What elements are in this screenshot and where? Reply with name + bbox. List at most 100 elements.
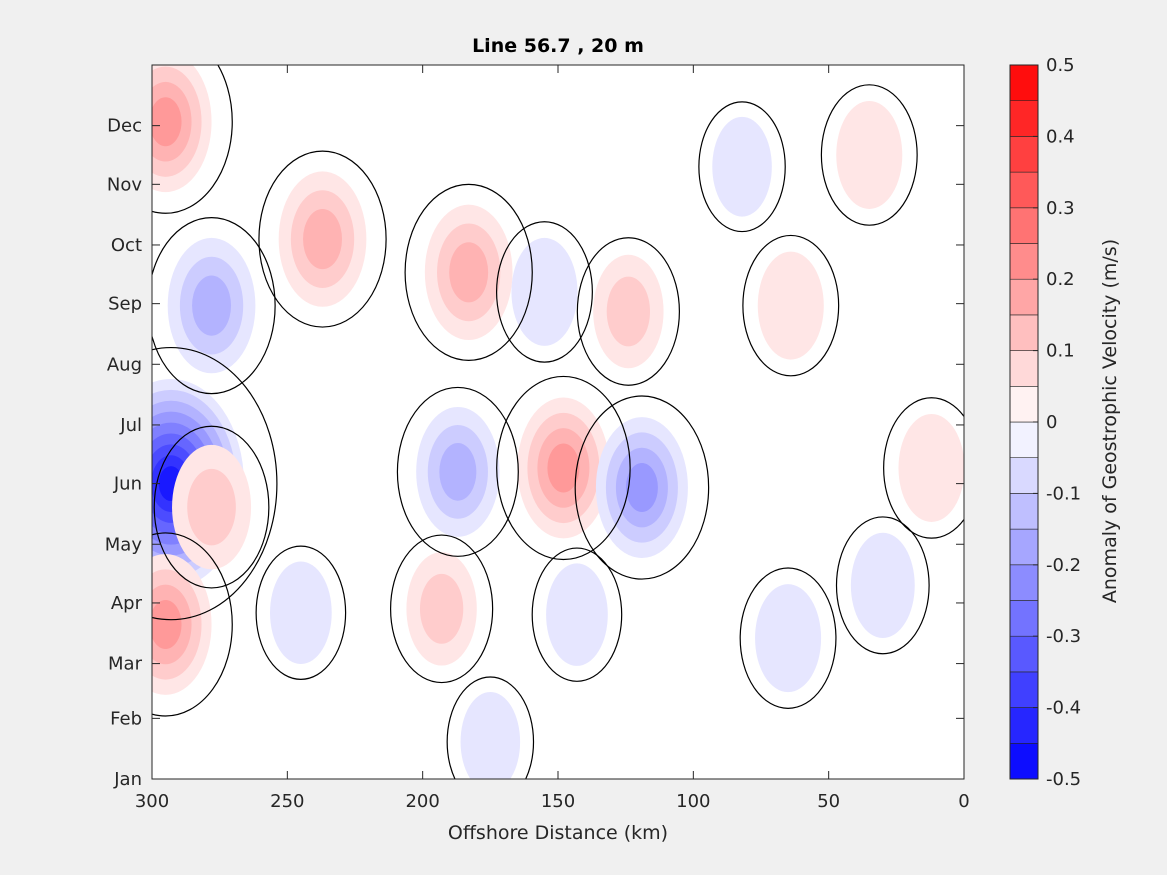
- contour-level: [850, 532, 915, 638]
- contour-level: [625, 463, 658, 513]
- anomaly-feature: [167, 237, 256, 374]
- colorbar-tick-label: 0.3: [1046, 198, 1075, 219]
- contour-level: [898, 413, 964, 522]
- x-tick-label: 100: [676, 791, 710, 812]
- zero-contour-line: [531, 547, 623, 682]
- zero-contour-line: [576, 237, 680, 386]
- y-tick-label: May: [105, 534, 143, 555]
- colorbar-swatch: [1009, 100, 1039, 137]
- anomaly-feature: [278, 171, 367, 307]
- contour-level: [511, 237, 578, 346]
- anomaly-feature: [416, 406, 500, 537]
- zero-contour-line: [742, 234, 840, 377]
- contour-level: [270, 561, 332, 664]
- colorbar-swatch: [1009, 64, 1039, 102]
- anomaly-feature: [836, 100, 903, 209]
- anomaly-feature: [593, 254, 664, 369]
- contour-level: [757, 251, 824, 360]
- contour-level: [439, 443, 477, 501]
- contour-level: [606, 276, 651, 347]
- colorbar-tick-label: 0.5: [1046, 55, 1075, 76]
- zero-contour-line: [820, 84, 918, 226]
- contour-level: [836, 100, 903, 209]
- contour-level: [192, 275, 232, 336]
- x-axis: 300 250 200 150 100 50 0: [135, 65, 970, 812]
- colorbar-swatch: [1009, 528, 1039, 566]
- colorbar-swatch: [1009, 493, 1039, 530]
- anomaly-feature: [757, 251, 824, 360]
- contour-level: [755, 584, 822, 693]
- y-tick-label: Jul: [119, 415, 142, 436]
- contour-level: [712, 116, 772, 217]
- anomaly-feature: [460, 691, 521, 779]
- y-tick-label: Jan: [113, 769, 142, 790]
- zero-contour-line: [152, 347, 278, 621]
- y-axis: Jan Feb Mar Apr May Jun Jul Aug Sep Oct Nov Dec: [105, 116, 964, 790]
- anomaly-feature: [270, 561, 332, 664]
- x-tick-label: 50: [817, 791, 840, 812]
- colorbar-label: Anomaly of Geostrophic Velocity (m/s): [1099, 239, 1121, 603]
- colorbar-swatch: [1009, 207, 1039, 244]
- x-tick-label: 300: [135, 791, 169, 812]
- anomaly-feature: [755, 584, 822, 693]
- colorbar-swatch: [1009, 742, 1039, 780]
- zero-contours: [152, 65, 964, 779]
- colorbar-swatch: [1009, 385, 1039, 423]
- colorbar-swatch: [1009, 136, 1039, 173]
- zero-contour-line: [446, 676, 535, 779]
- colorbar-tick-label: 0: [1046, 412, 1057, 433]
- anomaly-field: [152, 65, 964, 779]
- colorbar-tick-label: 0.4: [1046, 126, 1075, 147]
- contour-level: [303, 209, 343, 270]
- colorbar-swatch: [1009, 421, 1039, 459]
- anomaly-feature: [517, 397, 610, 539]
- colorbar-tick-label: -0.3: [1046, 626, 1081, 647]
- zero-contour-line: [258, 150, 387, 328]
- colorbar-swatch: [1009, 278, 1039, 316]
- contour-level: [152, 97, 182, 147]
- contour-level: [460, 691, 521, 779]
- anomaly-feature: [850, 532, 915, 638]
- x-tick-label: 250: [270, 791, 304, 812]
- zero-contour-line: [396, 386, 519, 557]
- x-tick-label: 150: [541, 791, 575, 812]
- x-tick-label: 0: [958, 791, 969, 812]
- y-tick-label: Sep: [108, 294, 142, 315]
- contour-level: [546, 563, 608, 666]
- colorbar-tick-label: -0.4: [1046, 698, 1081, 719]
- y-tick-label: Mar: [108, 654, 143, 675]
- anomaly-feature: [152, 65, 212, 193]
- colorbar-swatch: [1009, 457, 1039, 494]
- x-tick-label: 200: [405, 791, 439, 812]
- anomaly-feature: [511, 237, 578, 346]
- colorbar-swatch: [1009, 314, 1039, 351]
- y-tick-label: Apr: [111, 593, 143, 614]
- y-tick-label: Oct: [111, 235, 142, 256]
- anomaly-feature: [712, 116, 772, 217]
- zero-contour-line: [152, 217, 276, 395]
- colorbar-tick-label: -0.1: [1046, 483, 1081, 504]
- y-tick-label: Jun: [113, 474, 142, 495]
- zero-contour-line: [255, 545, 347, 680]
- y-tick-label: Feb: [110, 708, 142, 729]
- y-tick-label: Dec: [107, 116, 142, 137]
- contour-level: [449, 242, 489, 303]
- zero-contour-line: [495, 221, 593, 363]
- contour-level: [547, 443, 580, 493]
- zero-contour-line: [153, 425, 270, 589]
- colorbar-swatch: [1009, 171, 1039, 209]
- zero-contour-line: [389, 534, 494, 684]
- colorbar-swatch: [1009, 671, 1039, 708]
- anomaly-feature: [172, 444, 252, 570]
- y-tick-label: Aug: [107, 354, 142, 375]
- zero-contour-line: [496, 375, 631, 561]
- zero-contour-line: [739, 567, 837, 709]
- colorbar-swatch: [1009, 564, 1039, 601]
- zero-contour-line: [404, 183, 533, 361]
- anomaly-feature: [406, 552, 477, 666]
- y-tick-label: Nov: [107, 174, 142, 195]
- colorbar-tick-label: -0.2: [1046, 555, 1081, 576]
- zero-contour-line: [698, 101, 786, 233]
- anomaly-feature: [898, 413, 964, 522]
